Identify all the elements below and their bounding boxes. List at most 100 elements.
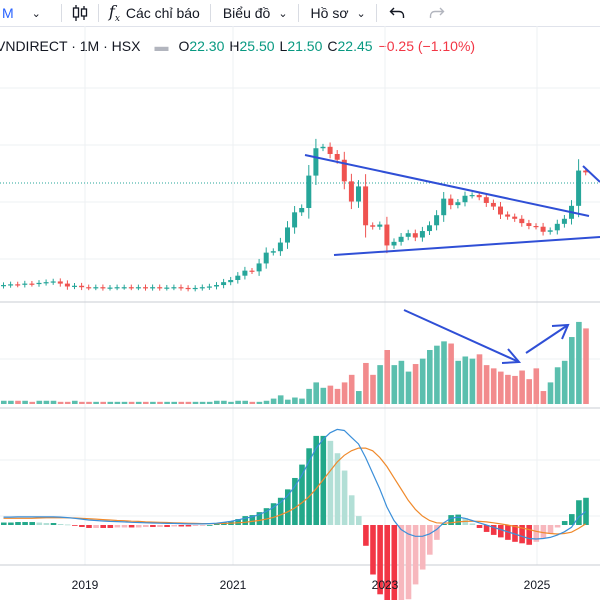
macd-histogram-bar: [377, 525, 383, 595]
time-axis-label: 2019: [71, 578, 99, 592]
macd-histogram-bar: [341, 470, 348, 525]
candle-body: [277, 242, 283, 252]
redo-button[interactable]: [417, 0, 457, 26]
macd-histogram-bar: [412, 525, 419, 585]
volume-bar: [150, 401, 156, 404]
candle-body: [462, 195, 468, 203]
macd-histogram-bar: [107, 525, 114, 528]
macd-histogram-bar: [334, 453, 341, 525]
volume-down-arrow[interactable]: [403, 309, 520, 363]
macd-histogram-bar: [526, 525, 532, 545]
candle-body: [285, 227, 290, 243]
macd-histogram-bar: [100, 525, 106, 528]
interval-selector[interactable]: M ⌄: [0, 0, 47, 26]
volume-bar: [583, 328, 589, 404]
candle-body: [554, 223, 560, 231]
volume-bar: [448, 343, 454, 404]
candle-body: [427, 225, 432, 232]
candle-body: [249, 270, 255, 272]
volume-bar: [540, 391, 547, 404]
macd-histogram-bar: [348, 495, 355, 525]
candle-body: [36, 282, 42, 285]
volume-bar: [356, 391, 362, 404]
symbol-title[interactable]: VNDIRECT · 1M · HSX: [0, 38, 141, 54]
candle-body: [50, 281, 56, 283]
macd-histogram-bar: [519, 525, 525, 544]
indicators-button[interactable]: fx Các chỉ báo: [99, 0, 210, 26]
macd-histogram-bar: [277, 497, 284, 525]
profile-menu[interactable]: Hồ sơ ⌄: [299, 0, 376, 26]
volume-bar: [434, 345, 440, 404]
volume-bar: [519, 370, 525, 404]
macd-histogram-bar: [57, 524, 64, 525]
volume-up-arrow[interactable]: [525, 324, 569, 354]
macd-histogram-bar: [263, 508, 270, 525]
volume-bar: [100, 401, 106, 404]
volume-bar: [171, 401, 177, 404]
candle-body: [533, 226, 539, 228]
candle-body: [107, 287, 113, 289]
volume-bar: [36, 400, 43, 404]
macd-histogram-bar: [192, 525, 199, 526]
chart-type-menu[interactable]: Biểu đồ ⌄: [211, 0, 298, 26]
macd-histogram-bar: [561, 521, 568, 525]
candle-body: [214, 285, 219, 287]
volume-bar: [462, 356, 469, 404]
undo-button[interactable]: [377, 0, 417, 26]
close-label: C: [327, 38, 338, 54]
toolbar-divider: [209, 4, 211, 22]
volume-bar: [561, 360, 568, 404]
volume-bar: [15, 400, 21, 404]
macd-histogram-bar: [256, 512, 263, 525]
indicators-label: Các chỉ báo: [125, 5, 200, 21]
volume-bar: [469, 358, 476, 404]
triangle-lower-trendline[interactable]: [333, 236, 600, 256]
candle-body: [483, 197, 489, 203]
macd-histogram-bar: [79, 525, 85, 527]
volume-pane: [1, 321, 589, 404]
candle-body: [128, 287, 134, 289]
candlestick-chart-button[interactable]: [62, 0, 98, 26]
candle-body: [583, 170, 589, 173]
candle-body: [469, 195, 475, 197]
candle-body: [206, 286, 212, 288]
fx-icon: fx: [108, 1, 120, 25]
candle-body: [256, 263, 262, 272]
volume-bar: [64, 401, 71, 404]
macd-histogram-bar: [540, 525, 547, 538]
candle-body: [299, 208, 305, 213]
candle-body: [114, 287, 120, 289]
macd-histogram-bar: [313, 435, 319, 525]
volume-bar: [107, 401, 114, 404]
volume-bar: [412, 364, 419, 404]
chevron-down-icon: ⌄: [278, 7, 288, 20]
volume-bar: [79, 401, 85, 404]
volume-bar: [43, 400, 50, 404]
macd-histogram-bar: [185, 525, 192, 527]
candle-body: [476, 195, 482, 198]
breakout-arrow-line[interactable]: [582, 165, 600, 183]
candle-body: [540, 226, 546, 232]
volume-bar: [554, 367, 561, 404]
volume-bar: [533, 368, 540, 404]
macd-histogram-bar: [292, 477, 298, 525]
macd-histogram-bar: [554, 525, 561, 528]
candle-body: [434, 215, 440, 226]
macd-histogram-bar: [235, 519, 241, 525]
candle-body: [171, 287, 177, 289]
macd-histogram-bar: [583, 497, 589, 525]
volume-bar: [114, 401, 121, 404]
volume-bar: [341, 382, 348, 404]
macd-histogram-bar: [199, 525, 206, 526]
macd-histogram-bar: [498, 525, 504, 538]
volume-bar: [249, 401, 256, 404]
volume-bar: [263, 400, 270, 404]
macd-histogram-bar: [15, 522, 21, 525]
macd-histogram-bar: [164, 525, 170, 527]
candle-body: [100, 287, 106, 289]
chart-type-label: Biểu đồ: [222, 5, 271, 21]
macd-histogram-bar: [455, 514, 461, 525]
triangle-upper-trendline[interactable]: [304, 154, 590, 217]
macd-histogram-bar: [547, 525, 554, 534]
